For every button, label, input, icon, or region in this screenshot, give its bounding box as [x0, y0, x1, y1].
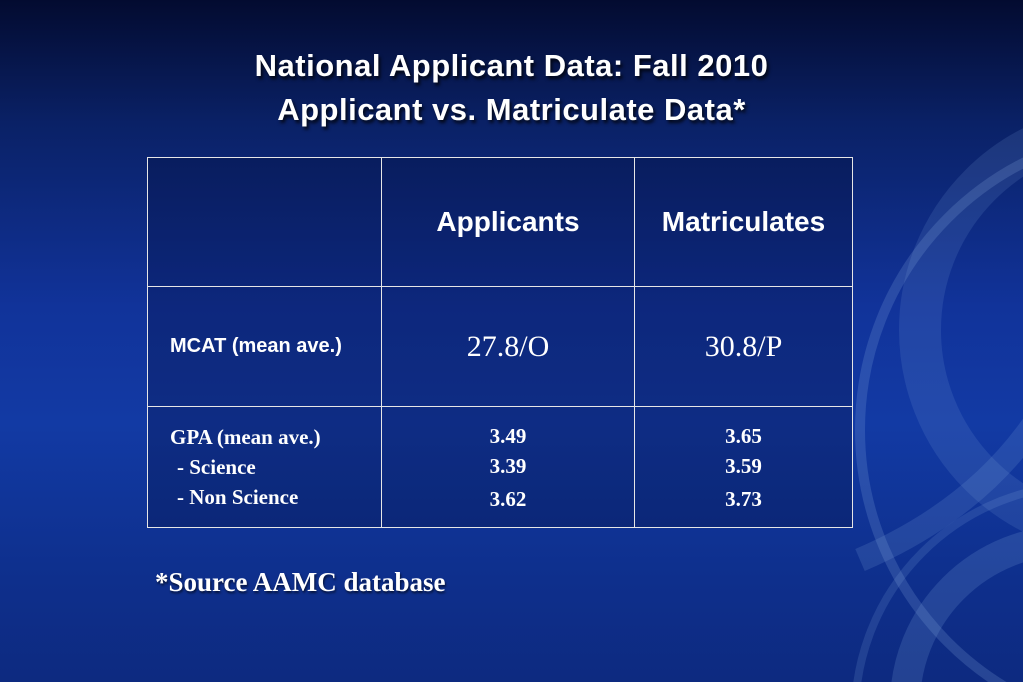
row-label-mcat: MCAT (mean ave.): [147, 286, 382, 407]
slide-title: National Applicant Data: Fall 2010 Appli…: [0, 44, 1023, 132]
mcat-matriculates-value: 30.8/P: [634, 286, 853, 407]
row-label-gpa: GPA (mean ave.) - Science - Non Science: [147, 406, 382, 528]
gpa-applicants-science: 3.39: [489, 453, 527, 478]
header-empty-cell: [147, 157, 382, 287]
gpa-label-line2: - Science: [177, 455, 256, 479]
gpa-label-line3: - Non Science: [177, 485, 299, 509]
gpa-applicants-nonscience: 3.62: [489, 486, 527, 511]
mcat-applicants-value: 27.8/O: [381, 286, 635, 407]
header-applicants: Applicants: [381, 157, 635, 287]
slide-title-line1: National Applicant Data: Fall 2010: [254, 48, 769, 83]
gpa-matriculates-nonscience: 3.73: [725, 486, 762, 511]
source-note: *Source AAMC database: [155, 567, 446, 597]
header-matriculates: Matriculates: [634, 157, 853, 287]
gpa-matriculates-overall: 3.65: [725, 423, 762, 448]
slide-title-line2: Applicant vs. Matriculate Data*: [277, 92, 746, 127]
gpa-label-line1: GPA (mean ave.): [170, 425, 321, 449]
gpa-applicants-values: 3.49 3.39 3.62: [381, 406, 635, 528]
gpa-matriculates-values: 3.65 3.59 3.73: [634, 406, 853, 528]
table-header-row: Applicants Matriculates: [147, 157, 853, 287]
table-row-mcat: MCAT (mean ave.) 27.8/O 30.8/P: [147, 286, 853, 407]
gpa-applicants-overall: 3.49: [489, 423, 527, 448]
applicant-data-table: Applicants Matriculates MCAT (mean ave.)…: [147, 157, 853, 528]
table-row-gpa: GPA (mean ave.) - Science - Non Science …: [147, 406, 853, 528]
gpa-matriculates-science: 3.59: [725, 453, 762, 478]
